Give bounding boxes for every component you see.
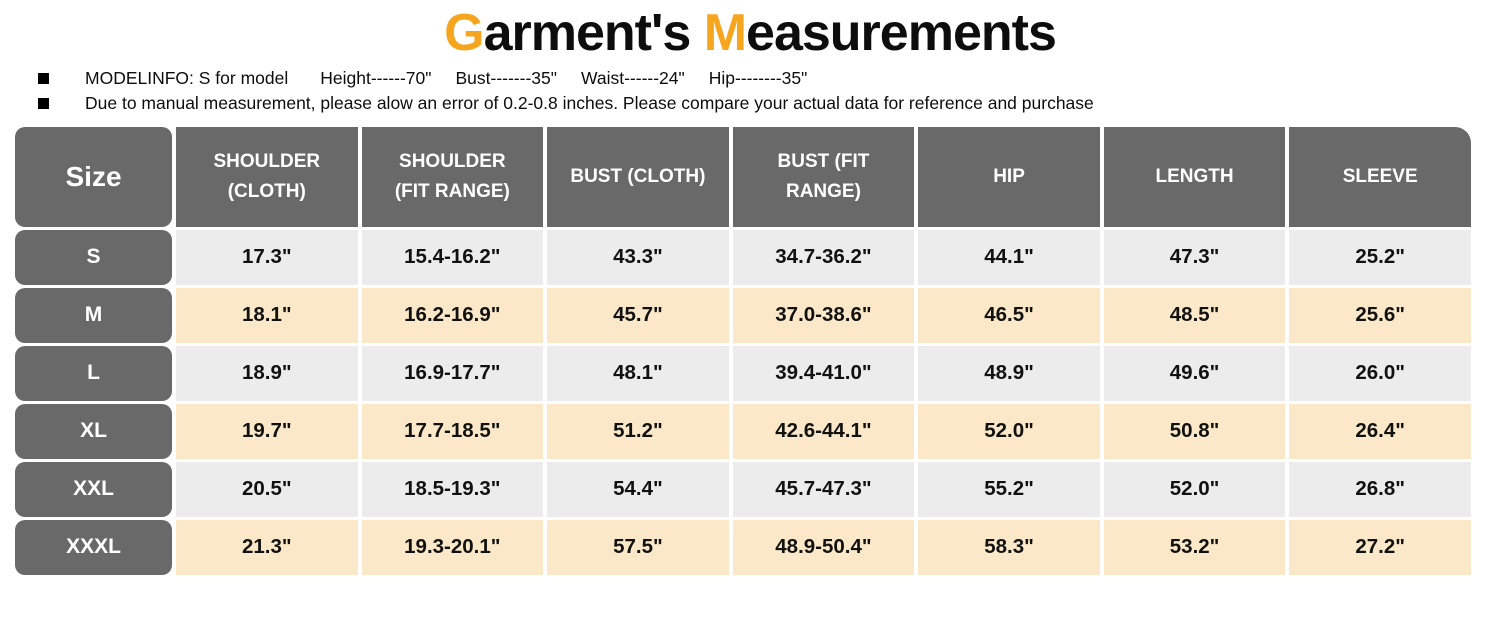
bullet-square-icon [38, 97, 49, 109]
cell-value: 48.9-50.4" [732, 519, 915, 575]
cell-value: 45.7-47.3" [732, 461, 915, 517]
cell-value: 43.3" [547, 229, 729, 285]
cell-value: 18.5-19.3" [361, 461, 544, 517]
cell-value: 53.2" [1103, 519, 1286, 575]
title-accent-g: G [444, 4, 484, 62]
table-row-xl: XL 19.7" 17.7-18.5" 51.2" 42.6-44.1" 52.… [15, 403, 1471, 459]
cell-value: 26.0" [1289, 345, 1471, 401]
cell-value: 54.4" [547, 461, 729, 517]
column-header-shoulder-cloth: SHOULDER (CLOTH) [176, 126, 358, 227]
size-label: XXXL [15, 519, 172, 575]
model-info-label: MODELINFO: S for model [85, 67, 289, 88]
cell-value: 25.6" [1289, 287, 1471, 343]
cell-value: 16.2-16.9" [361, 287, 544, 343]
cell-value: 44.1" [918, 229, 1100, 285]
disclaimer-text: Due to manual measurement, please alow a… [85, 92, 1094, 113]
table-row-xxxl: XXXL 21.3" 19.3-20.1" 57.5" 48.9-50.4" 5… [15, 519, 1471, 575]
size-label: M [15, 287, 172, 343]
cell-value: 26.4" [1289, 403, 1471, 459]
title-text-2: easurements [746, 4, 1057, 62]
column-header-sleeve: SLEEVE [1289, 126, 1471, 227]
bullet-square-icon [38, 72, 49, 84]
table-row-s: S 17.3" 15.4-16.2" 43.3" 34.7-36.2" 44.1… [15, 229, 1471, 285]
notes-section: MODELINFO: S for model Height------70" B… [38, 66, 1500, 116]
cell-value: 20.5" [176, 461, 358, 517]
size-label: XXL [15, 461, 172, 517]
model-bust-stat: Bust-------35" [455, 67, 557, 88]
cell-value: 16.9-17.7" [361, 345, 544, 401]
table-row-m: M 18.1" 16.2-16.9" 45.7" 37.0-38.6" 46.5… [15, 287, 1471, 343]
cell-value: 46.5" [918, 287, 1100, 343]
cell-value: 42.6-44.1" [732, 403, 915, 459]
table-row-xxl: XXL 20.5" 18.5-19.3" 54.4" 45.7-47.3" 55… [15, 461, 1471, 517]
column-header-bust-cloth: BUST (CLOTH) [547, 126, 729, 227]
cell-value: 15.4-16.2" [361, 229, 544, 285]
cell-value: 58.3" [918, 519, 1100, 575]
cell-value: 49.6" [1103, 345, 1286, 401]
cell-value: 27.2" [1289, 519, 1471, 575]
cell-value: 51.2" [547, 403, 729, 459]
cell-value: 37.0-38.6" [732, 287, 915, 343]
cell-value: 39.4-41.0" [732, 345, 915, 401]
note-disclaimer: Due to manual measurement, please alow a… [38, 91, 1500, 116]
column-header-length: LENGTH [1103, 126, 1286, 227]
model-hip-stat: Hip--------35" [708, 67, 808, 88]
cell-value: 34.7-36.2" [732, 229, 915, 285]
cell-value: 21.3" [176, 519, 358, 575]
cell-value: 17.3" [176, 229, 358, 285]
cell-value: 48.5" [1103, 287, 1286, 343]
table-row-l: L 18.9" 16.9-17.7" 48.1" 39.4-41.0" 48.9… [15, 345, 1471, 401]
header-row: Size SHOULDER (CLOTH) SHOULDER (FIT RANG… [15, 126, 1471, 227]
column-header-size: Size [15, 126, 172, 227]
cell-value: 18.1" [176, 287, 358, 343]
column-header-bust-fit-range: BUST (FIT RANGE) [732, 126, 915, 227]
cell-value: 18.9" [176, 345, 358, 401]
title-accent-m: M [703, 4, 747, 62]
size-label: XL [15, 403, 172, 459]
cell-value: 48.1" [547, 345, 729, 401]
cell-value: 47.3" [1103, 229, 1286, 285]
cell-value: 57.5" [547, 519, 729, 575]
page-title: Garment's Measurements [0, 4, 1500, 64]
model-waist-stat: Waist------24" [580, 67, 685, 88]
column-header-shoulder-fit-range: SHOULDER (FIT RANGE) [361, 126, 544, 227]
cell-value: 48.9" [918, 345, 1100, 401]
cell-value: 19.7" [176, 403, 358, 459]
model-height-stat: Height------70" [320, 67, 432, 88]
cell-value: 17.7-18.5" [361, 403, 544, 459]
cell-value: 19.3-20.1" [361, 519, 544, 575]
cell-value: 26.8" [1289, 461, 1471, 517]
size-label: S [15, 229, 172, 285]
cell-value: 52.0" [1103, 461, 1286, 517]
cell-value: 25.2" [1289, 229, 1471, 285]
cell-value: 55.2" [918, 461, 1100, 517]
size-chart-table: Size SHOULDER (CLOTH) SHOULDER (FIT RANG… [11, 124, 1475, 578]
cell-value: 45.7" [547, 287, 729, 343]
cell-value: 50.8" [1103, 403, 1286, 459]
note-model-info: MODELINFO: S for model Height------70" B… [38, 66, 1500, 91]
cell-value: 52.0" [918, 403, 1100, 459]
title-text-1: arment's [483, 4, 704, 62]
column-header-hip: HIP [918, 126, 1100, 227]
size-label: L [15, 345, 172, 401]
